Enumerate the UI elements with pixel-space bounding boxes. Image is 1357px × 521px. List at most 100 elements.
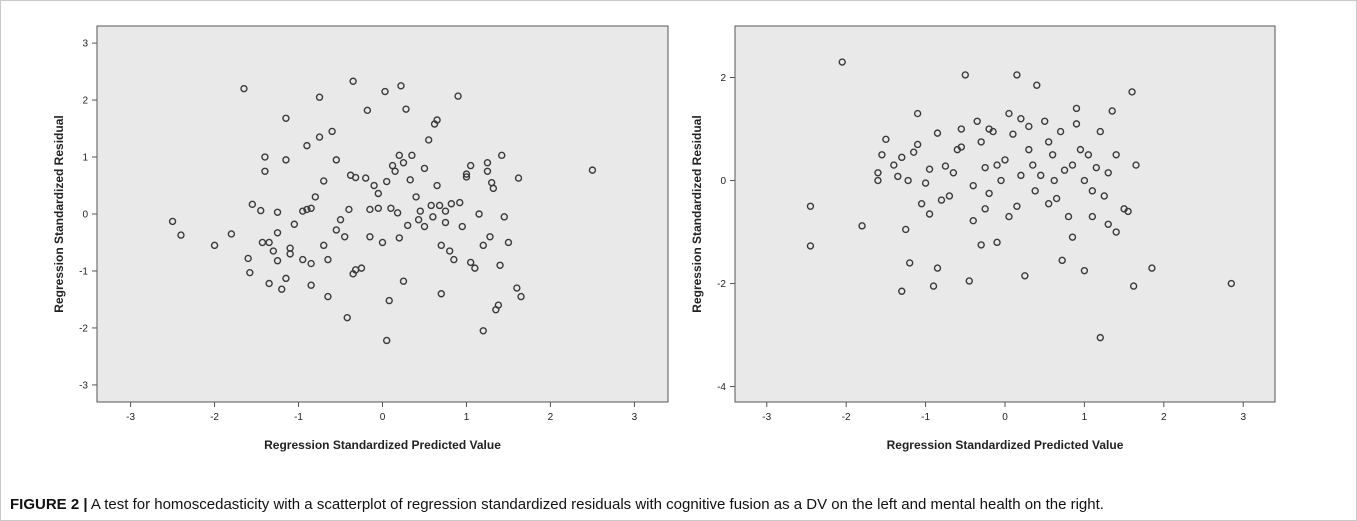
data-point bbox=[441, 218, 450, 227]
data-point bbox=[969, 216, 977, 225]
data-point bbox=[366, 205, 374, 214]
figure-caption: FIGURE 2 | A test for homoscedasticity w… bbox=[10, 496, 1350, 513]
data-point bbox=[1037, 171, 1045, 180]
data-point bbox=[248, 200, 257, 209]
y-tick-label: 0 bbox=[720, 176, 726, 187]
data-point bbox=[466, 258, 475, 267]
data-point bbox=[1128, 88, 1136, 96]
y-tick-label: -3 bbox=[79, 380, 88, 391]
data-point bbox=[391, 167, 399, 175]
data-point bbox=[399, 277, 408, 285]
data-point bbox=[1132, 161, 1140, 169]
data-point bbox=[303, 141, 311, 150]
data-point bbox=[282, 156, 290, 164]
data-point bbox=[1001, 156, 1009, 164]
data-point bbox=[890, 161, 898, 169]
data-point bbox=[261, 167, 269, 175]
data-point bbox=[299, 255, 307, 264]
data-point bbox=[437, 241, 445, 250]
data-point bbox=[904, 176, 912, 185]
data-point bbox=[315, 93, 324, 101]
data-point bbox=[514, 174, 523, 182]
data-point bbox=[363, 106, 372, 115]
x-tick-label: -2 bbox=[210, 412, 219, 423]
x-tick-label: 1 bbox=[464, 412, 470, 423]
data-point bbox=[332, 226, 341, 234]
data-point bbox=[838, 58, 846, 66]
data-point bbox=[981, 163, 989, 172]
data-point bbox=[1104, 169, 1112, 177]
x-tick-label: -3 bbox=[762, 412, 771, 423]
data-point bbox=[1100, 192, 1108, 200]
data-point bbox=[957, 125, 966, 133]
data-point bbox=[1048, 151, 1057, 159]
data-point bbox=[370, 181, 378, 190]
x-tick-label: -1 bbox=[294, 412, 303, 423]
data-point bbox=[989, 127, 997, 136]
data-point bbox=[874, 176, 882, 185]
data-point bbox=[378, 238, 387, 247]
data-point bbox=[925, 165, 934, 173]
data-point bbox=[366, 233, 374, 241]
data-point bbox=[382, 336, 391, 345]
x-tick-label: 3 bbox=[1240, 412, 1246, 423]
data-point bbox=[387, 204, 395, 213]
data-point bbox=[945, 192, 954, 200]
data-point bbox=[1033, 81, 1041, 89]
data-point bbox=[412, 193, 420, 201]
data-point bbox=[1080, 266, 1089, 275]
data-point bbox=[177, 231, 185, 239]
data-point bbox=[402, 105, 410, 113]
x-axis-label: Regression Standardized Predicted Value bbox=[264, 438, 501, 452]
data-point bbox=[395, 234, 403, 242]
caption-text: A test for homoscedasticity with a scatt… bbox=[87, 496, 1104, 513]
data-point bbox=[286, 250, 294, 258]
data-point bbox=[273, 229, 282, 237]
data-point bbox=[1112, 151, 1120, 159]
data-point bbox=[462, 173, 471, 181]
data-point bbox=[416, 207, 424, 215]
data-point bbox=[898, 287, 906, 295]
y-tick-label: -2 bbox=[717, 279, 726, 290]
data-point bbox=[882, 135, 890, 144]
data-point bbox=[240, 84, 248, 93]
data-point bbox=[1058, 256, 1066, 265]
data-point bbox=[320, 241, 328, 250]
data-point bbox=[1076, 145, 1085, 154]
data-point bbox=[406, 176, 414, 184]
data-point bbox=[397, 82, 405, 90]
data-point bbox=[913, 140, 922, 149]
data-point bbox=[894, 172, 902, 181]
y-tick-label: 1 bbox=[82, 153, 88, 164]
data-point bbox=[1088, 187, 1097, 195]
data-point bbox=[336, 215, 345, 224]
data-point bbox=[1041, 117, 1049, 125]
data-point bbox=[961, 71, 969, 79]
x-tick-label: 2 bbox=[1161, 412, 1167, 423]
data-point bbox=[1088, 212, 1097, 221]
data-point bbox=[382, 177, 391, 186]
data-point bbox=[282, 274, 290, 283]
data-point bbox=[1072, 120, 1081, 128]
left-scatter-panel: -3 -2 -1 0 1 2 3 -3 -2 -1 0 1 2 3 Regression Standardi… bbox=[52, 25, 669, 452]
data-point bbox=[462, 170, 471, 178]
data-point bbox=[324, 255, 332, 264]
y-tick-label: 2 bbox=[720, 73, 726, 84]
data-point bbox=[1092, 163, 1101, 172]
y-tick-label: 2 bbox=[82, 96, 88, 107]
data-point bbox=[374, 189, 383, 198]
data-point bbox=[1129, 282, 1138, 290]
data-point bbox=[973, 117, 981, 125]
data-point bbox=[408, 151, 416, 160]
data-point bbox=[479, 241, 487, 250]
data-point bbox=[227, 230, 236, 238]
data-point bbox=[1029, 161, 1037, 169]
data-point bbox=[332, 156, 341, 164]
x-tick-label: 3 bbox=[632, 412, 638, 423]
data-point bbox=[345, 205, 353, 214]
data-point bbox=[257, 206, 265, 215]
data-point bbox=[435, 201, 444, 210]
data-point bbox=[1068, 233, 1077, 241]
data-point bbox=[1050, 176, 1058, 185]
data-point bbox=[806, 242, 815, 250]
